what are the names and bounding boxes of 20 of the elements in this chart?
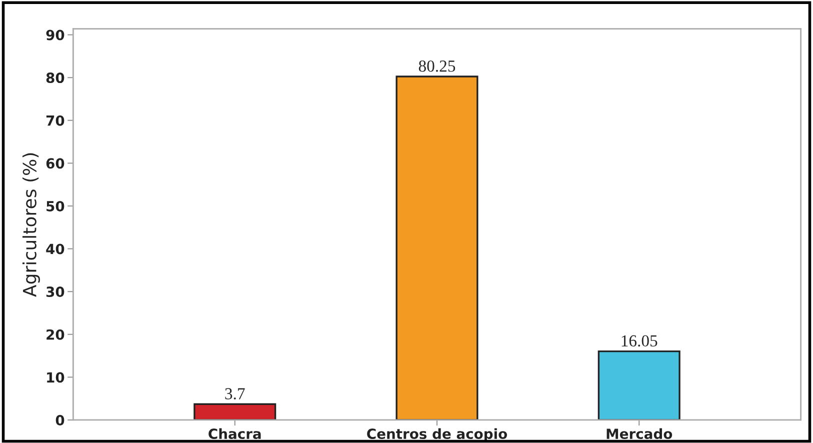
y-tick-label: 10 [47,372,64,383]
y-axis-title: Agricultores (%) [22,153,40,297]
data-label: 3.7 [225,388,245,400]
bar [396,76,478,420]
bar [194,403,276,420]
x-tick-label: Centros de acopio [367,428,507,442]
y-tick-label: 90 [46,30,64,40]
y-tick-label: 80 [46,72,64,84]
x-tick-label: Mercado [606,428,672,440]
y-tick-label: 0 [56,414,64,426]
y-tick-label: 20 [46,329,64,340]
bar [598,350,680,420]
y-tick-label: 70 [46,115,64,126]
y-tick-label: 40 [46,244,64,254]
y-tick-label: 60 [46,158,64,169]
data-label: 80.25 [418,60,456,72]
y-tick-label: 50 [46,200,64,212]
y-tick-label: 30 [46,286,64,298]
data-label: 16.05 [622,335,658,347]
x-tick-label: Chacra [208,428,261,440]
